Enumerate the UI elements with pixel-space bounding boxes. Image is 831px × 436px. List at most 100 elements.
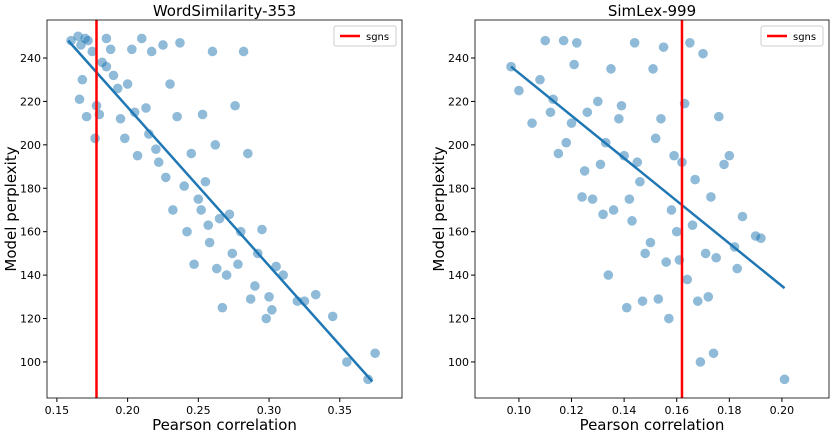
point bbox=[579, 166, 590, 176]
point bbox=[635, 176, 645, 187]
y-tick-label: 120 bbox=[448, 313, 469, 326]
plot-frame bbox=[474, 19, 830, 399]
y-tick-label: 200 bbox=[448, 139, 469, 152]
point bbox=[238, 46, 249, 57]
point bbox=[227, 248, 238, 259]
point bbox=[105, 44, 116, 55]
point bbox=[221, 270, 232, 280]
point bbox=[756, 233, 766, 244]
point bbox=[310, 289, 321, 300]
point bbox=[363, 374, 373, 385]
point bbox=[629, 37, 640, 48]
point bbox=[90, 133, 100, 144]
x-tick-label: 0.18 bbox=[717, 404, 742, 417]
x-tick-label: 0.35 bbox=[328, 404, 353, 417]
point bbox=[203, 220, 214, 230]
point bbox=[196, 205, 206, 215]
point bbox=[711, 252, 721, 263]
point bbox=[669, 150, 679, 161]
y-tick-label: 100 bbox=[448, 356, 469, 369]
point bbox=[561, 137, 572, 148]
point bbox=[87, 46, 98, 57]
y-tick-label: 160 bbox=[20, 226, 41, 239]
point bbox=[230, 100, 240, 111]
y-tick-label: 220 bbox=[448, 95, 469, 108]
point bbox=[141, 103, 151, 113]
point bbox=[658, 42, 669, 52]
point bbox=[101, 61, 112, 72]
x-tick-label: 0.20 bbox=[115, 404, 140, 417]
point bbox=[112, 83, 123, 94]
point bbox=[243, 148, 253, 159]
y-tick-label: 140 bbox=[20, 269, 41, 282]
point bbox=[179, 181, 189, 191]
point bbox=[151, 144, 161, 154]
point bbox=[144, 129, 154, 139]
point bbox=[587, 194, 598, 204]
point bbox=[553, 148, 564, 159]
y-tick-label: 140 bbox=[448, 269, 469, 282]
point bbox=[129, 107, 140, 118]
point bbox=[342, 357, 352, 367]
point bbox=[127, 44, 137, 55]
point bbox=[661, 257, 672, 267]
point bbox=[108, 70, 119, 81]
point bbox=[214, 213, 225, 224]
point bbox=[168, 205, 178, 215]
point bbox=[648, 64, 658, 74]
point bbox=[719, 159, 729, 170]
point bbox=[685, 37, 695, 48]
fit-line bbox=[67, 39, 374, 383]
point bbox=[81, 111, 92, 122]
point bbox=[267, 305, 277, 315]
point bbox=[66, 35, 76, 46]
point bbox=[250, 281, 260, 291]
point bbox=[540, 35, 551, 46]
point bbox=[690, 174, 700, 185]
legend-box bbox=[333, 25, 397, 47]
point bbox=[122, 79, 133, 89]
point bbox=[571, 37, 582, 48]
point bbox=[606, 64, 616, 74]
y-tick-label: 160 bbox=[448, 226, 469, 239]
point bbox=[724, 150, 735, 161]
point bbox=[186, 148, 197, 159]
point bbox=[527, 118, 537, 128]
point bbox=[119, 133, 130, 144]
point bbox=[132, 150, 143, 161]
point bbox=[264, 292, 274, 302]
y-axis-label: Model perplexity bbox=[2, 146, 20, 271]
point bbox=[682, 274, 693, 285]
plot-frame bbox=[46, 19, 403, 399]
point bbox=[161, 172, 171, 183]
point bbox=[593, 96, 603, 107]
point bbox=[165, 79, 175, 89]
point bbox=[211, 263, 222, 274]
point bbox=[193, 194, 204, 204]
point bbox=[603, 270, 614, 280]
point bbox=[732, 263, 743, 274]
x-tick-label: 0.14 bbox=[612, 404, 637, 417]
point bbox=[608, 205, 619, 215]
legend-box bbox=[760, 25, 824, 47]
point bbox=[224, 209, 235, 220]
point bbox=[233, 259, 243, 270]
point bbox=[370, 348, 380, 359]
point bbox=[217, 302, 228, 313]
point bbox=[257, 224, 267, 235]
point bbox=[207, 46, 218, 57]
point bbox=[74, 94, 85, 105]
point bbox=[200, 176, 211, 187]
point bbox=[235, 226, 246, 237]
y-tick-label: 180 bbox=[448, 182, 469, 195]
chart-title: SimLex-999 bbox=[608, 2, 696, 20]
point bbox=[582, 107, 593, 118]
point bbox=[692, 296, 703, 306]
x-tick-label: 0.10 bbox=[507, 404, 532, 417]
point bbox=[664, 313, 674, 324]
point bbox=[77, 74, 88, 85]
point bbox=[656, 113, 666, 124]
point bbox=[598, 209, 608, 220]
y-tick-label: 200 bbox=[20, 139, 41, 152]
x-tick-label: 0.20 bbox=[770, 404, 795, 417]
